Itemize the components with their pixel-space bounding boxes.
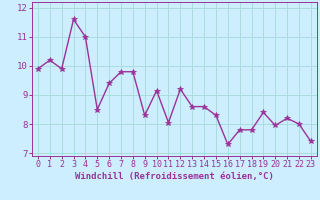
X-axis label: Windchill (Refroidissement éolien,°C): Windchill (Refroidissement éolien,°C)	[75, 172, 274, 181]
